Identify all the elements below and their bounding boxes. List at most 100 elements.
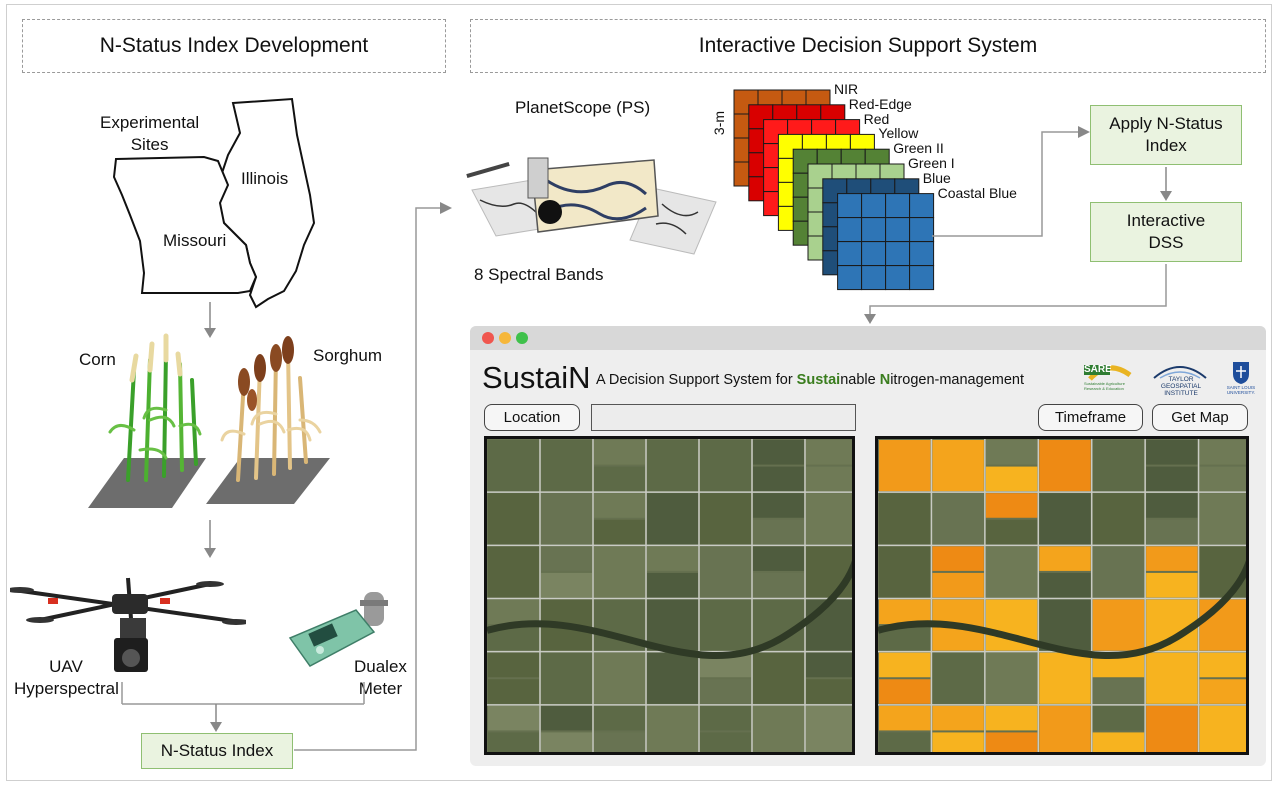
n-status-map-right[interactable] [875,436,1249,755]
tagline-part: itrogen-management [890,372,1024,388]
arrow-down-icon [204,520,216,558]
band-label: Green II [893,140,944,157]
field-parcel [1199,466,1246,492]
maximize-window-button[interactable] [516,332,528,344]
field-parcel [541,493,592,545]
location-button[interactable]: Location [484,404,580,431]
field-parcel [1199,599,1246,651]
uav-label: UAV Hyperspectral [14,657,119,698]
satellite-map-left[interactable] [484,436,855,755]
band-label: Yellow [878,125,919,142]
corn-plants-icon [108,333,202,482]
field-parcel [806,599,852,651]
field-parcel [488,599,539,625]
band-layer [837,193,935,291]
field-parcel [1039,440,1091,492]
field-parcel [541,705,592,731]
band-cell [861,193,887,219]
field-parcel [806,493,852,545]
field-parcel [753,440,804,465]
field-parcel [488,440,539,492]
field-parcel [700,546,751,598]
field-parcel [1199,493,1246,545]
field-parcel [488,705,539,731]
field-parcel [1146,493,1198,518]
field-parcel [1092,599,1145,651]
field-parcel [932,546,984,571]
field-parcel [1092,493,1145,545]
field-parcel [1146,705,1198,752]
field-parcel [1039,546,1091,571]
field-parcel [647,493,698,545]
band-cell [885,193,911,219]
band-label: Green I [908,155,955,171]
band-cell [837,193,863,219]
minimize-window-button[interactable] [499,332,511,344]
field-parcel [541,440,592,492]
field-parcel [932,732,984,752]
taylor-institute-logo: TAYLOR GEOSPATIAL INSTITUTE [1148,360,1212,400]
satellite-imagery [487,439,852,752]
field-parcel [985,519,1038,545]
field-parcel [753,546,804,571]
section-title-right: Interactive Decision Support System [470,19,1266,73]
timeframe-button[interactable]: Timeframe [1038,404,1143,431]
field-parcel [932,493,984,545]
field-parcel [985,440,1038,465]
field-parcel [985,466,1038,492]
flow-arrow-to-satellite [294,202,452,751]
taylor-wordmark: TAYLOR GEOSPATIAL INSTITUTE [1160,376,1202,397]
missouri-label: Missouri [163,231,227,250]
field-parcel [806,679,852,704]
field-parcel [700,493,751,545]
corn-label: Corn [79,350,116,369]
field-parcel [985,732,1038,752]
band-cell [909,217,935,243]
field-parcel [753,572,804,598]
field-parcel [753,652,804,704]
field-parcel [488,493,539,545]
field-parcel [753,519,804,545]
river-corridor [878,559,1246,659]
dualex-label: Dualex Meter [354,657,407,698]
arrow-down-icon [204,302,216,338]
uav-drone-icon [10,577,246,672]
field-parcel [985,546,1038,598]
field-parcel [1199,652,1246,678]
satellite-name: PlanetScope (PS) [515,98,651,117]
illinois-label: Illinois [241,169,289,188]
corn-plot [88,458,206,508]
n-status-overlay-imagery [878,439,1246,752]
field-parcel [1092,732,1145,752]
field-parcel [1146,572,1198,598]
field-parcel [806,466,852,492]
field-parcel [488,732,539,752]
river-corridor [487,560,852,659]
section-title-left: N-Status Index Development [22,19,446,73]
slu-wordmark: SAINT LOUIS UNIVERSITY. [1226,385,1256,396]
field-parcel [879,493,931,545]
app-title: SustaiN [482,360,591,395]
field-parcel [1092,679,1145,704]
field-parcel [594,493,645,518]
sustain-app-window: SustaiN A Decision Support System for Su… [470,326,1266,766]
band-label: Red-Edge [848,95,912,112]
field-parcel [700,440,751,492]
resolution-label: 3-m [711,110,727,136]
location-input[interactable] [591,404,856,431]
missouri-outline [112,155,258,294]
field-parcel [753,705,804,752]
field-parcel [1146,440,1198,465]
close-window-button[interactable] [482,332,494,344]
field-parcel [753,493,804,518]
band-stack [733,89,935,291]
apply-index-box: Apply N-Status Index [1090,105,1242,165]
band-cell [837,217,863,243]
arrow-down-icon [1160,167,1172,201]
get-map-button[interactable]: Get Map [1152,404,1248,431]
flow-arrow-to-app [864,264,1167,324]
bands-caption: 8 Spectral Bands [474,265,604,284]
tagline-part: A Decision Support System for [596,372,797,388]
field-parcel [879,546,931,598]
planetscope-satellite-icon [466,157,717,255]
